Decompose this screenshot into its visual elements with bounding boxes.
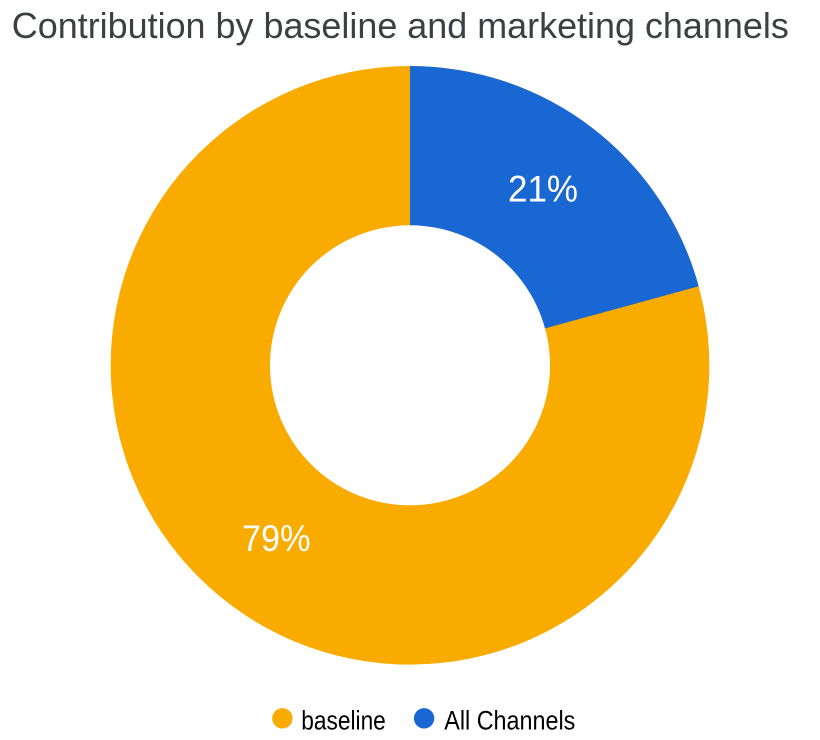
svg-text:79%: 79% bbox=[242, 518, 311, 559]
svg-text:baseline: baseline bbox=[301, 705, 386, 735]
svg-text:21%: 21% bbox=[508, 168, 578, 209]
svg-text:Contribution by baseline and m: Contribution by baseline and marketing c… bbox=[12, 5, 789, 46]
svg-text:All Channels: All Channels bbox=[444, 705, 575, 735]
